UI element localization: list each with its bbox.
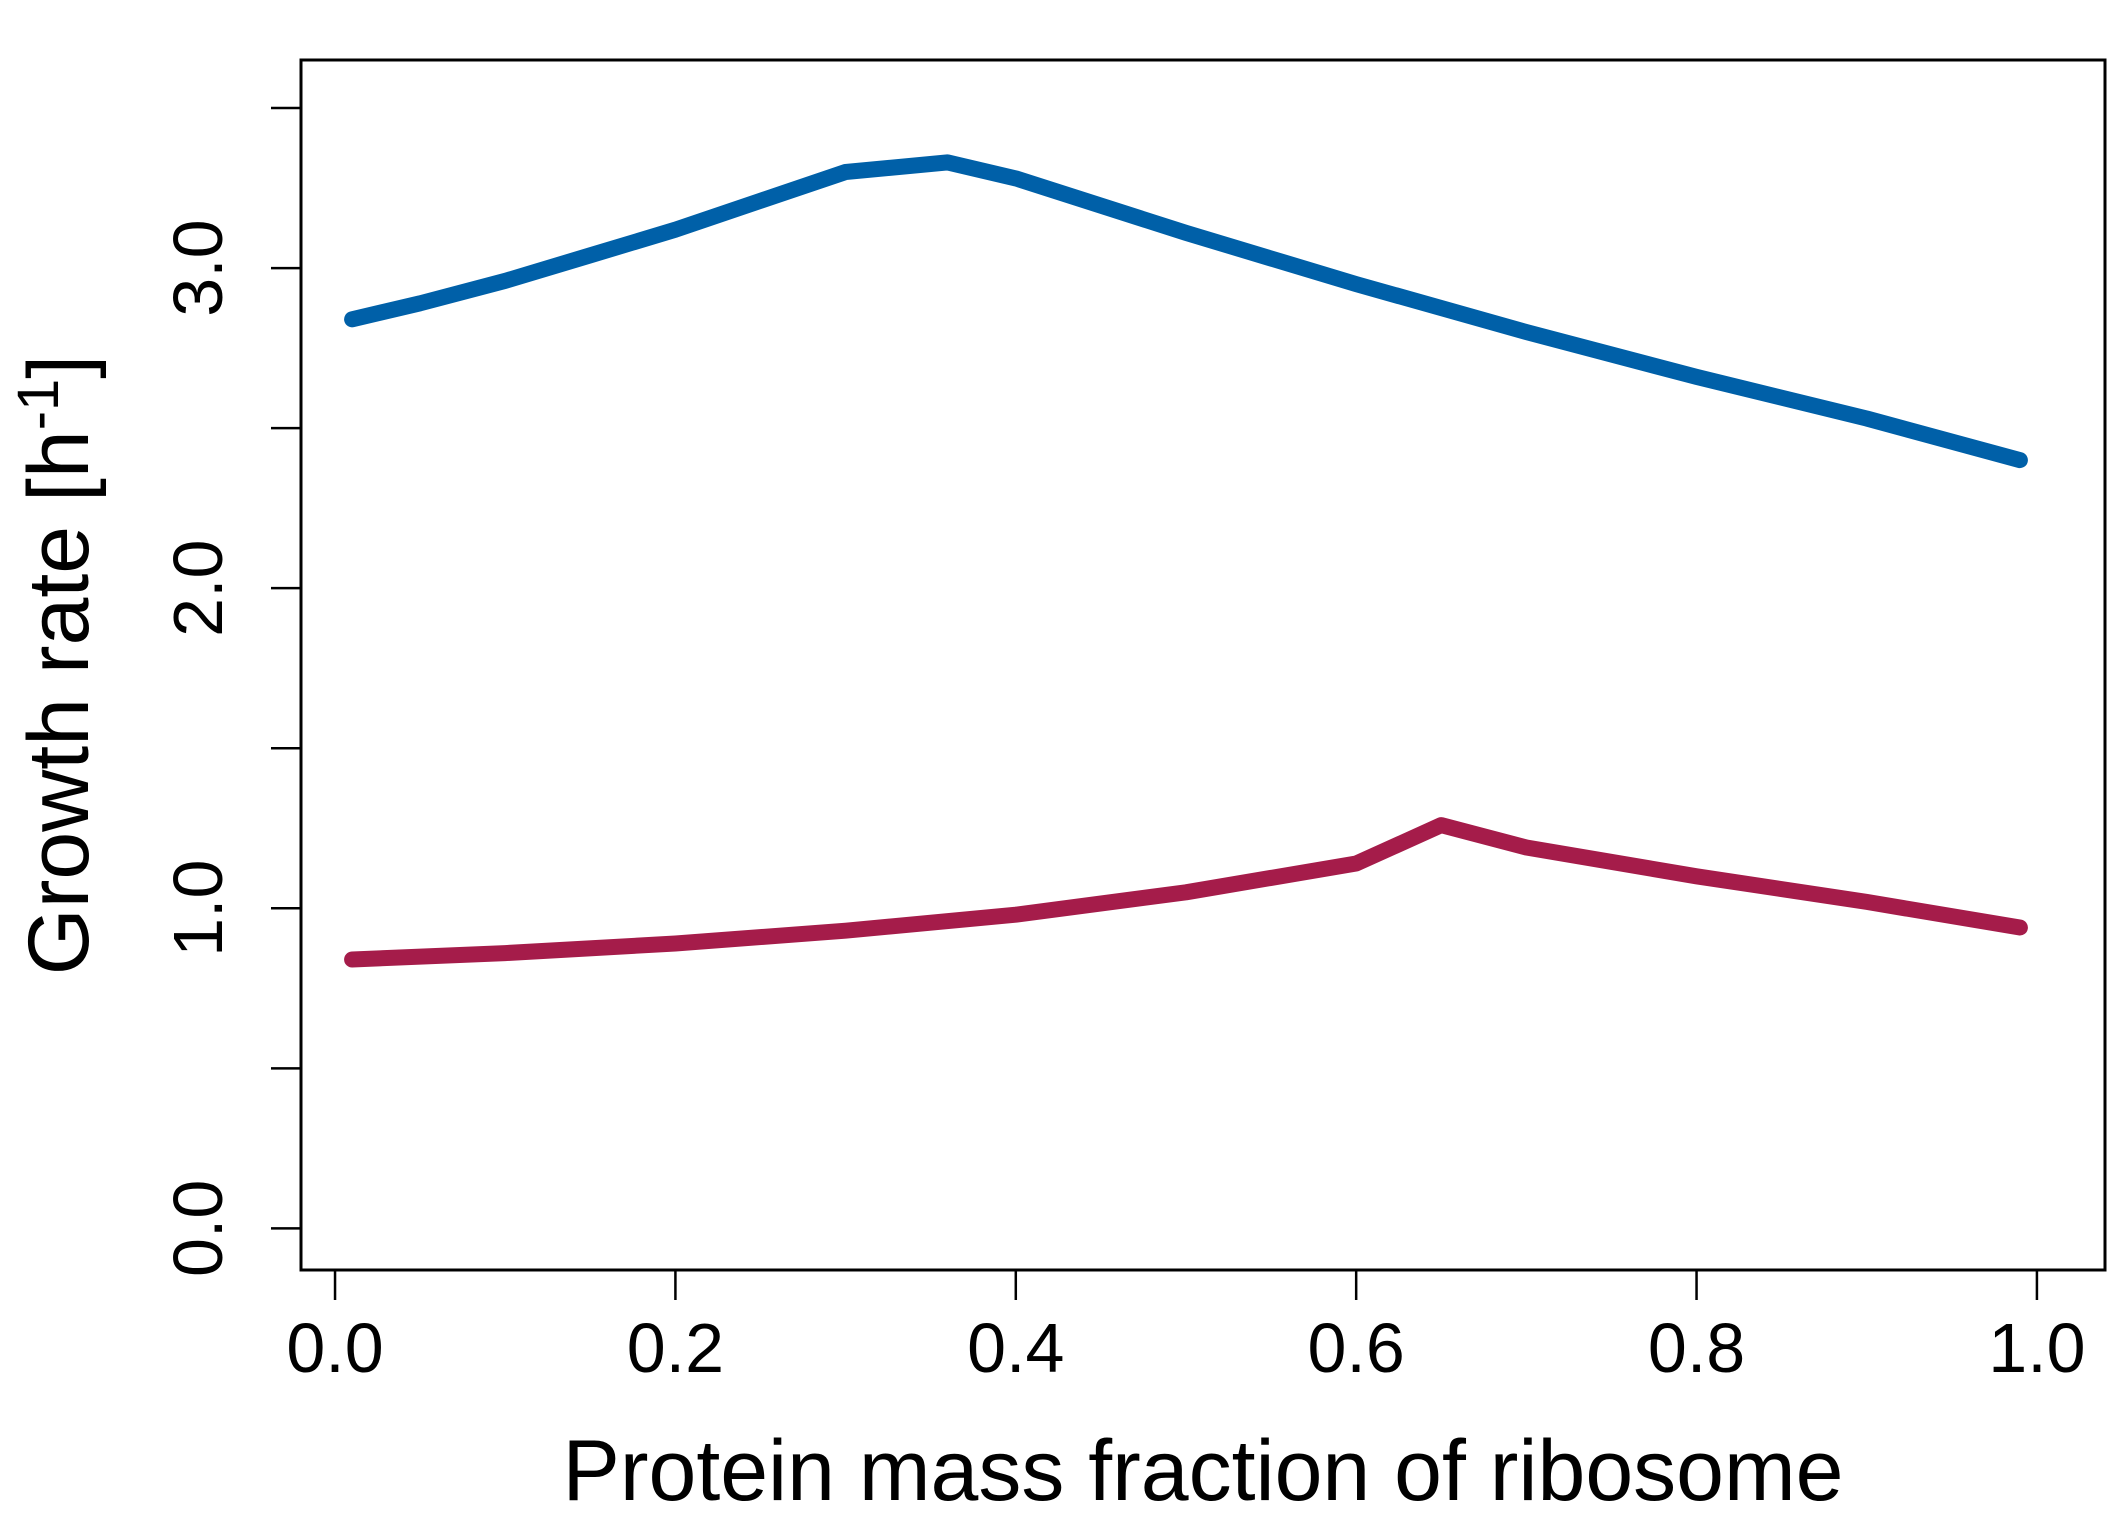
y-tick-label: 3.0 xyxy=(159,219,237,316)
y-axis: 0.0 1.0 2.0 3.0 xyxy=(159,106,303,1277)
x-tick-label: 0.2 xyxy=(627,1309,724,1387)
y-axis-title-main: Growth rate [h xyxy=(11,430,107,975)
series-line-1 xyxy=(344,154,2028,469)
x-tick-label: 0.0 xyxy=(286,1309,383,1387)
x-tick-label: 1.0 xyxy=(1988,1309,2085,1387)
series-layer xyxy=(344,154,2028,968)
y-axis-title-close: ] xyxy=(11,355,107,379)
x-axis-title: Protein mass fraction of ribosome xyxy=(563,1423,1844,1519)
y-tick-label: 0.0 xyxy=(159,1180,237,1277)
x-tick-label: 0.4 xyxy=(967,1309,1064,1387)
y-axis-title: Growth rate [h-1] xyxy=(6,355,107,975)
y-tick-label: 1.0 xyxy=(159,860,237,957)
y-tick-label: 2.0 xyxy=(159,540,237,637)
y-axis-title-superscript: -1 xyxy=(6,379,71,431)
x-axis: 0.0 0.2 0.4 0.6 0.8 1.0 xyxy=(286,1268,2086,1387)
series-line-2 xyxy=(344,817,2028,968)
x-tick-label: 0.8 xyxy=(1648,1309,1745,1387)
x-tick-label: 0.6 xyxy=(1308,1309,1405,1387)
